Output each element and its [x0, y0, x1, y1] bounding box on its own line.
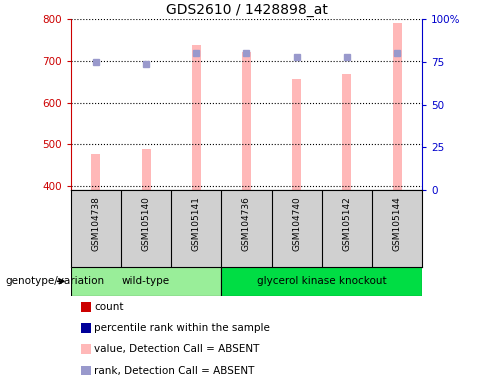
Bar [81, 302, 91, 312]
Bar [91, 154, 101, 190]
Text: value, Detection Call = ABSENT: value, Detection Call = ABSENT [94, 344, 260, 354]
Bar [81, 366, 91, 375]
Bar [242, 52, 251, 190]
Bar [81, 344, 91, 354]
Bar [292, 79, 301, 190]
Bar [392, 23, 402, 190]
Bar [222, 267, 422, 296]
Text: GSM105140: GSM105140 [142, 196, 151, 251]
Text: glycerol kinase knockout: glycerol kinase knockout [257, 276, 386, 286]
Text: GSM104736: GSM104736 [242, 196, 251, 251]
Text: genotype/variation: genotype/variation [5, 276, 104, 286]
Text: GSM104738: GSM104738 [91, 196, 101, 251]
Text: GSM104740: GSM104740 [292, 196, 301, 251]
Bar [71, 267, 222, 296]
Text: percentile rank within the sample: percentile rank within the sample [94, 323, 270, 333]
Text: GSM105144: GSM105144 [392, 196, 402, 251]
Title: GDS2610 / 1428898_at: GDS2610 / 1428898_at [165, 3, 327, 17]
Text: count: count [94, 302, 123, 312]
Text: rank, Detection Call = ABSENT: rank, Detection Call = ABSENT [94, 366, 255, 376]
Text: GSM105142: GSM105142 [342, 196, 351, 251]
Text: GSM105141: GSM105141 [192, 196, 201, 251]
Text: wild-type: wild-type [122, 276, 170, 286]
Bar [142, 149, 151, 190]
Bar [342, 74, 351, 190]
Bar [81, 323, 91, 333]
Bar [192, 45, 201, 190]
